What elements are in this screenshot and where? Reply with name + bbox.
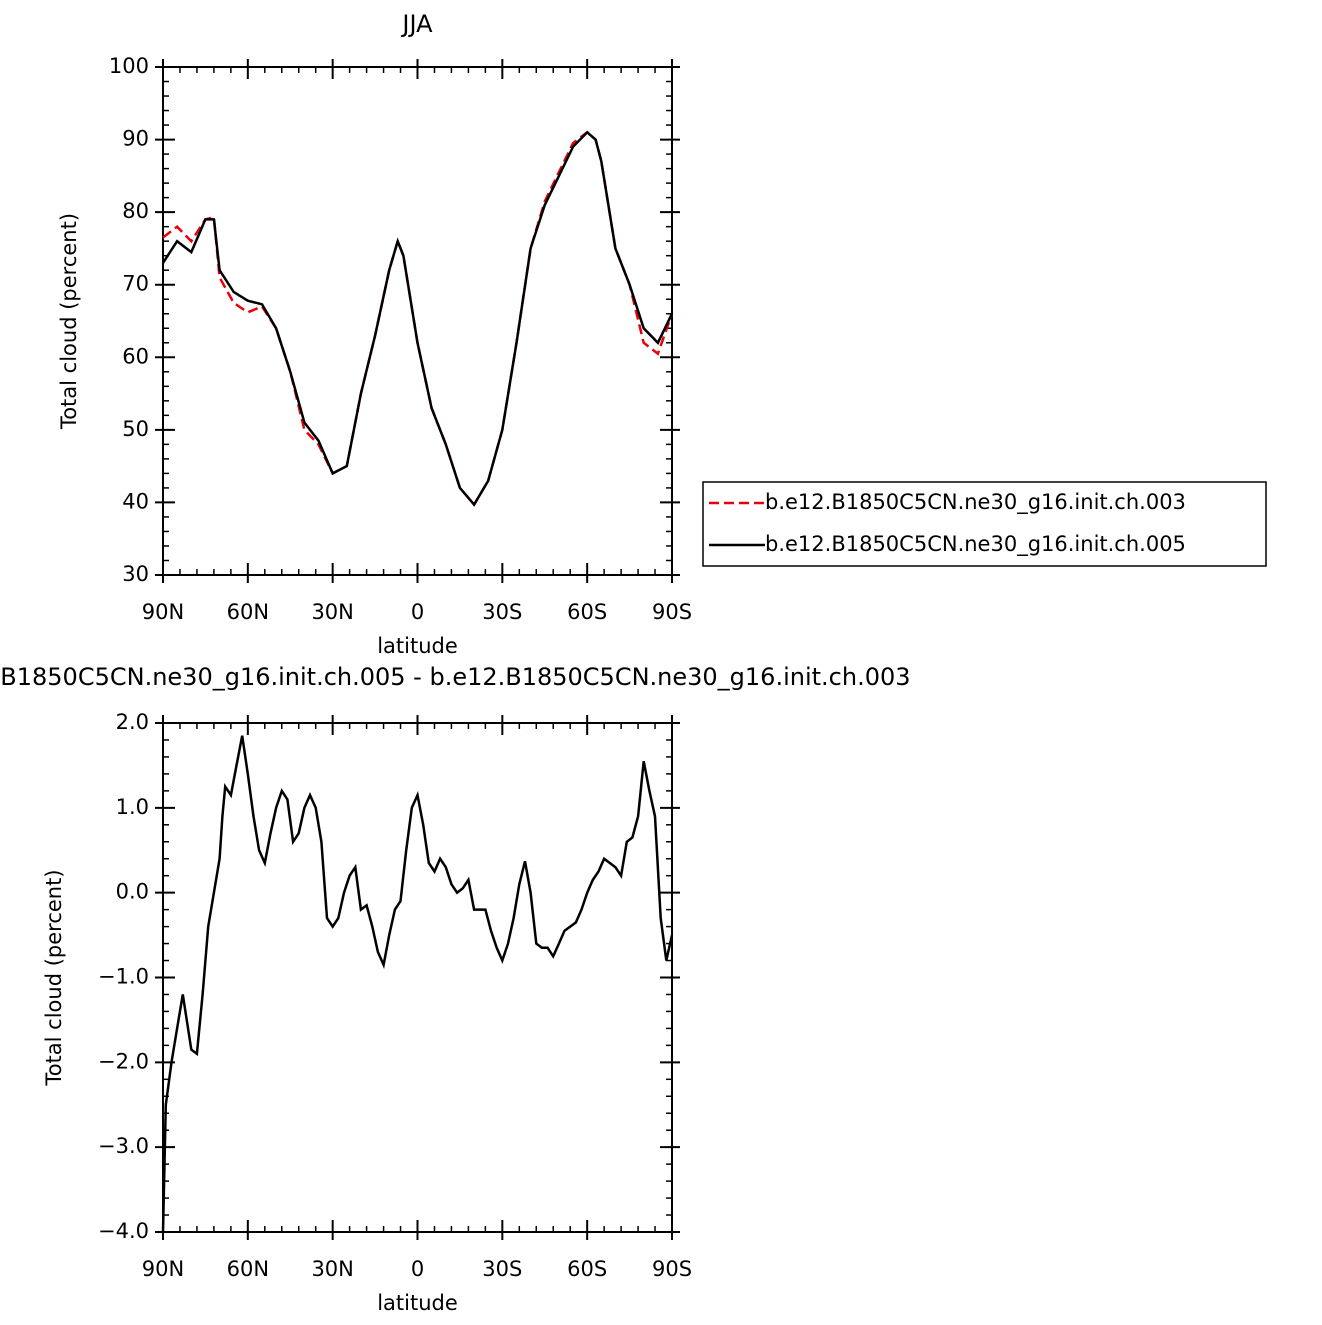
y-tick-label: 80 [122,199,149,223]
x-tick-label: 90N [142,1257,184,1281]
x-axis-label: latitude [377,1291,458,1315]
y-tick-label: −3.0 [98,1134,149,1158]
legend-box [702,481,1267,567]
x-tick-label: 30N [311,600,353,624]
y-axis-label: Total cloud (percent) [57,213,81,430]
y-tick-label: 30 [122,562,149,586]
y-tick-label: 0.0 [116,880,149,904]
plot-frame [162,722,673,1233]
y-tick-label: 60 [122,344,149,368]
legend-label: b.e12.B1850C5CN.ne30_g16.init.ch.005 [765,532,1186,557]
y-tick-label: −1.0 [98,965,149,989]
plot-frame [162,66,673,576]
legend-label: b.e12.B1850C5CN.ne30_g16.init.ch.003 [765,490,1186,515]
y-tick-label: 50 [122,417,149,441]
x-tick-label: 60S [567,600,607,624]
x-tick-label: 30S [482,1257,522,1281]
x-tick-label: 60N [227,1257,269,1281]
y-tick-label: 40 [122,489,149,513]
y-tick-label: 70 [122,272,149,296]
x-tick-label: 0 [411,1257,424,1281]
x-tick-label: 90S [652,1257,692,1281]
y-tick-label: 100 [109,54,149,78]
y-tick-label: 2.0 [116,710,149,734]
y-tick-label: −4.0 [98,1219,149,1243]
chart-title: b.e12.B1850C5CN.ne30_g16.init.ch.005 - b… [0,663,911,691]
x-tick-label: 30N [311,1257,353,1281]
x-tick-label: 30S [482,600,522,624]
data-line [161,735,674,1233]
x-axis-label: latitude [377,634,458,658]
data-line [161,130,674,507]
y-axis-label: Total cloud (percent) [42,869,66,1086]
x-tick-label: 0 [411,600,424,624]
x-tick-label: 90N [142,600,184,624]
x-tick-label: 60N [227,600,269,624]
data-line [162,130,674,507]
x-tick-label: 60S [567,1257,607,1281]
y-tick-label: 1.0 [116,795,149,819]
chart-title: JJA [400,10,433,38]
y-tick-label: −2.0 [98,1049,149,1073]
x-tick-label: 90S [652,600,692,624]
y-tick-label: 90 [122,127,149,151]
